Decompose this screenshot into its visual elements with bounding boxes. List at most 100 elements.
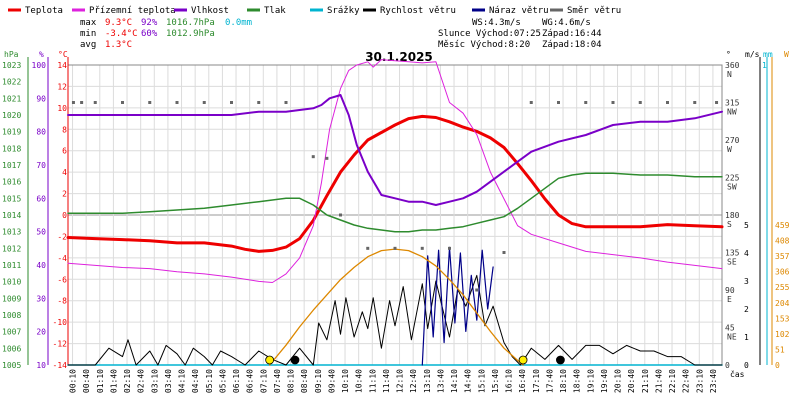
- legend-label-3: Tlak: [264, 6, 286, 16]
- wind-dir-point: [448, 246, 451, 250]
- tick-label-pressure: 1013: [2, 228, 21, 237]
- tick-label-solar: 204: [775, 299, 790, 308]
- tick-label-wind-dir: 0: [725, 361, 730, 370]
- tick-label-humidity: 60: [36, 194, 46, 203]
- marker-layer: [265, 355, 565, 365]
- series-layer: [66, 59, 724, 366]
- unit-hpa: hPa: [4, 50, 19, 59]
- series-line-5: [67, 274, 723, 366]
- x-tick-label: 18:10: [559, 369, 568, 393]
- x-tick-label: 23:40: [709, 369, 718, 393]
- moonrise-marker: [290, 355, 300, 365]
- x-tick-label: 13:40: [436, 369, 445, 393]
- wind-dir-point: [666, 101, 669, 104]
- wind-dir-point: [257, 101, 261, 104]
- x-axis: 00:10 00:40 01:10 01:40 02:10 02:40 03:10 03:40…: [69, 369, 718, 393]
- info-ws: WS:4.3m/s: [472, 18, 521, 28]
- tick-label-humidity: 40: [36, 261, 46, 270]
- x-tick-label: 17:40: [545, 369, 554, 393]
- wind-dir-point: [148, 101, 152, 104]
- x-tick-label: 11:10: [368, 369, 377, 393]
- tick-label-temperature: 10: [57, 104, 67, 113]
- tick-label-solar: 0: [775, 361, 780, 370]
- tick-label-pressure: 1016: [2, 178, 21, 187]
- tick-label-rain: 1: [762, 61, 767, 70]
- tick-label-temperature: 6: [62, 147, 67, 156]
- wind-dir-point: [325, 156, 329, 160]
- tick-label-humidity: 100: [32, 61, 47, 70]
- stats-min-hum: 60%: [141, 29, 158, 39]
- x-tick-label: 00:10: [69, 369, 78, 393]
- tick-label-humidity: 10: [36, 361, 46, 370]
- legend-label-7: Směr větru: [567, 6, 621, 16]
- tick-label-solar: 255: [775, 283, 790, 292]
- x-tick-label: 16:40: [518, 369, 527, 393]
- tick-label-temperature: -8: [57, 297, 67, 306]
- axis-unit-labels: hPa % °C ° m/s mm W čas: [4, 50, 789, 379]
- tick-label-wind-dir-cardinal: W: [727, 145, 732, 154]
- x-tick-label: 22:10: [668, 369, 677, 393]
- x-tick-label: 10:40: [355, 369, 364, 393]
- tick-label-temperature: 8: [62, 125, 67, 134]
- tick-label-wind-dir-cardinal: S: [727, 220, 732, 229]
- x-tick-label: 04:40: [191, 369, 200, 393]
- tick-label-wind-speed: 4: [744, 249, 749, 258]
- tick-label-pressure: 1020: [2, 111, 21, 120]
- tick-label-temperature: 14: [57, 61, 67, 70]
- tick-label-pressure: 1019: [2, 128, 21, 137]
- tick-label-temperature: -2: [57, 232, 67, 241]
- tick-label-wind-speed: 1: [744, 333, 749, 342]
- legend: Teplota Přízemní teplota Vlhkost Tlak Srážky…: [8, 6, 621, 16]
- tick-label-wind-dir: 90: [725, 286, 735, 295]
- series-line-0: [66, 114, 724, 253]
- x-tick-label: 13:10: [423, 369, 432, 393]
- tick-label-humidity: 20: [36, 328, 46, 337]
- x-tick-label: 12:10: [396, 369, 405, 393]
- tick-label-wind-speed: 2: [744, 305, 749, 314]
- x-tick-label: 04:10: [178, 369, 187, 393]
- x-tick-label: 03:10: [150, 369, 159, 393]
- wind-dir-point: [175, 101, 179, 104]
- wind-dir-point: [715, 101, 719, 104]
- stats-max-press: 1016.7hPa: [166, 18, 215, 28]
- tick-label-humidity: 80: [36, 128, 46, 137]
- x-tick-label: 00:40: [82, 369, 91, 393]
- stats-avg-temp: 1.3°C: [105, 40, 132, 50]
- tick-label-temperature: 0: [62, 211, 67, 220]
- tick-label-pressure: 1023: [2, 61, 21, 70]
- stats-max-hum: 92%: [141, 18, 158, 28]
- stats-max-temp: 9.3°C: [105, 18, 132, 28]
- tick-label-pressure: 1007: [2, 328, 21, 337]
- info-moon-rise: Měsíc Východ:8:20: [438, 40, 530, 50]
- tick-label-pressure: 1018: [2, 144, 21, 153]
- x-tick-label: 19:10: [586, 369, 595, 393]
- tick-label-solar: 357: [775, 252, 790, 261]
- tick-label-pressure: 1015: [2, 194, 21, 203]
- sunrise-marker: [265, 355, 275, 365]
- x-tick-label: 01:40: [109, 369, 118, 393]
- x-tick-label: 17:10: [532, 369, 541, 393]
- x-tick-label: 09:40: [327, 369, 336, 393]
- x-tick-label: 20:40: [627, 369, 636, 393]
- x-tick-label: 10:10: [341, 369, 350, 393]
- tick-label-temperature: -6: [57, 275, 67, 284]
- x-tick-label: 09:10: [314, 369, 323, 393]
- tick-label-wind-dir: 315: [725, 99, 740, 108]
- tick-label-temperature: -14: [53, 361, 68, 370]
- wind-dir-point: [529, 101, 533, 104]
- tick-label-wind-dir: 360: [725, 61, 740, 70]
- unit-pct: %: [39, 50, 44, 59]
- tick-label-temperature: 12: [57, 82, 67, 91]
- tick-label-solar: 408: [775, 237, 790, 246]
- wind-dir-point: [80, 101, 84, 104]
- stats-max-label: max: [80, 18, 97, 28]
- tick-label-pressure: 1006: [2, 344, 21, 353]
- legend-label-0: Teplota: [25, 6, 63, 16]
- stats-min-label: min: [80, 29, 96, 39]
- x-tick-label: 03:40: [164, 369, 173, 393]
- tick-label-wind-dir-cardinal: E: [727, 295, 732, 304]
- tick-label-solar: 459: [775, 221, 790, 230]
- x-tick-label: 14:10: [450, 369, 459, 393]
